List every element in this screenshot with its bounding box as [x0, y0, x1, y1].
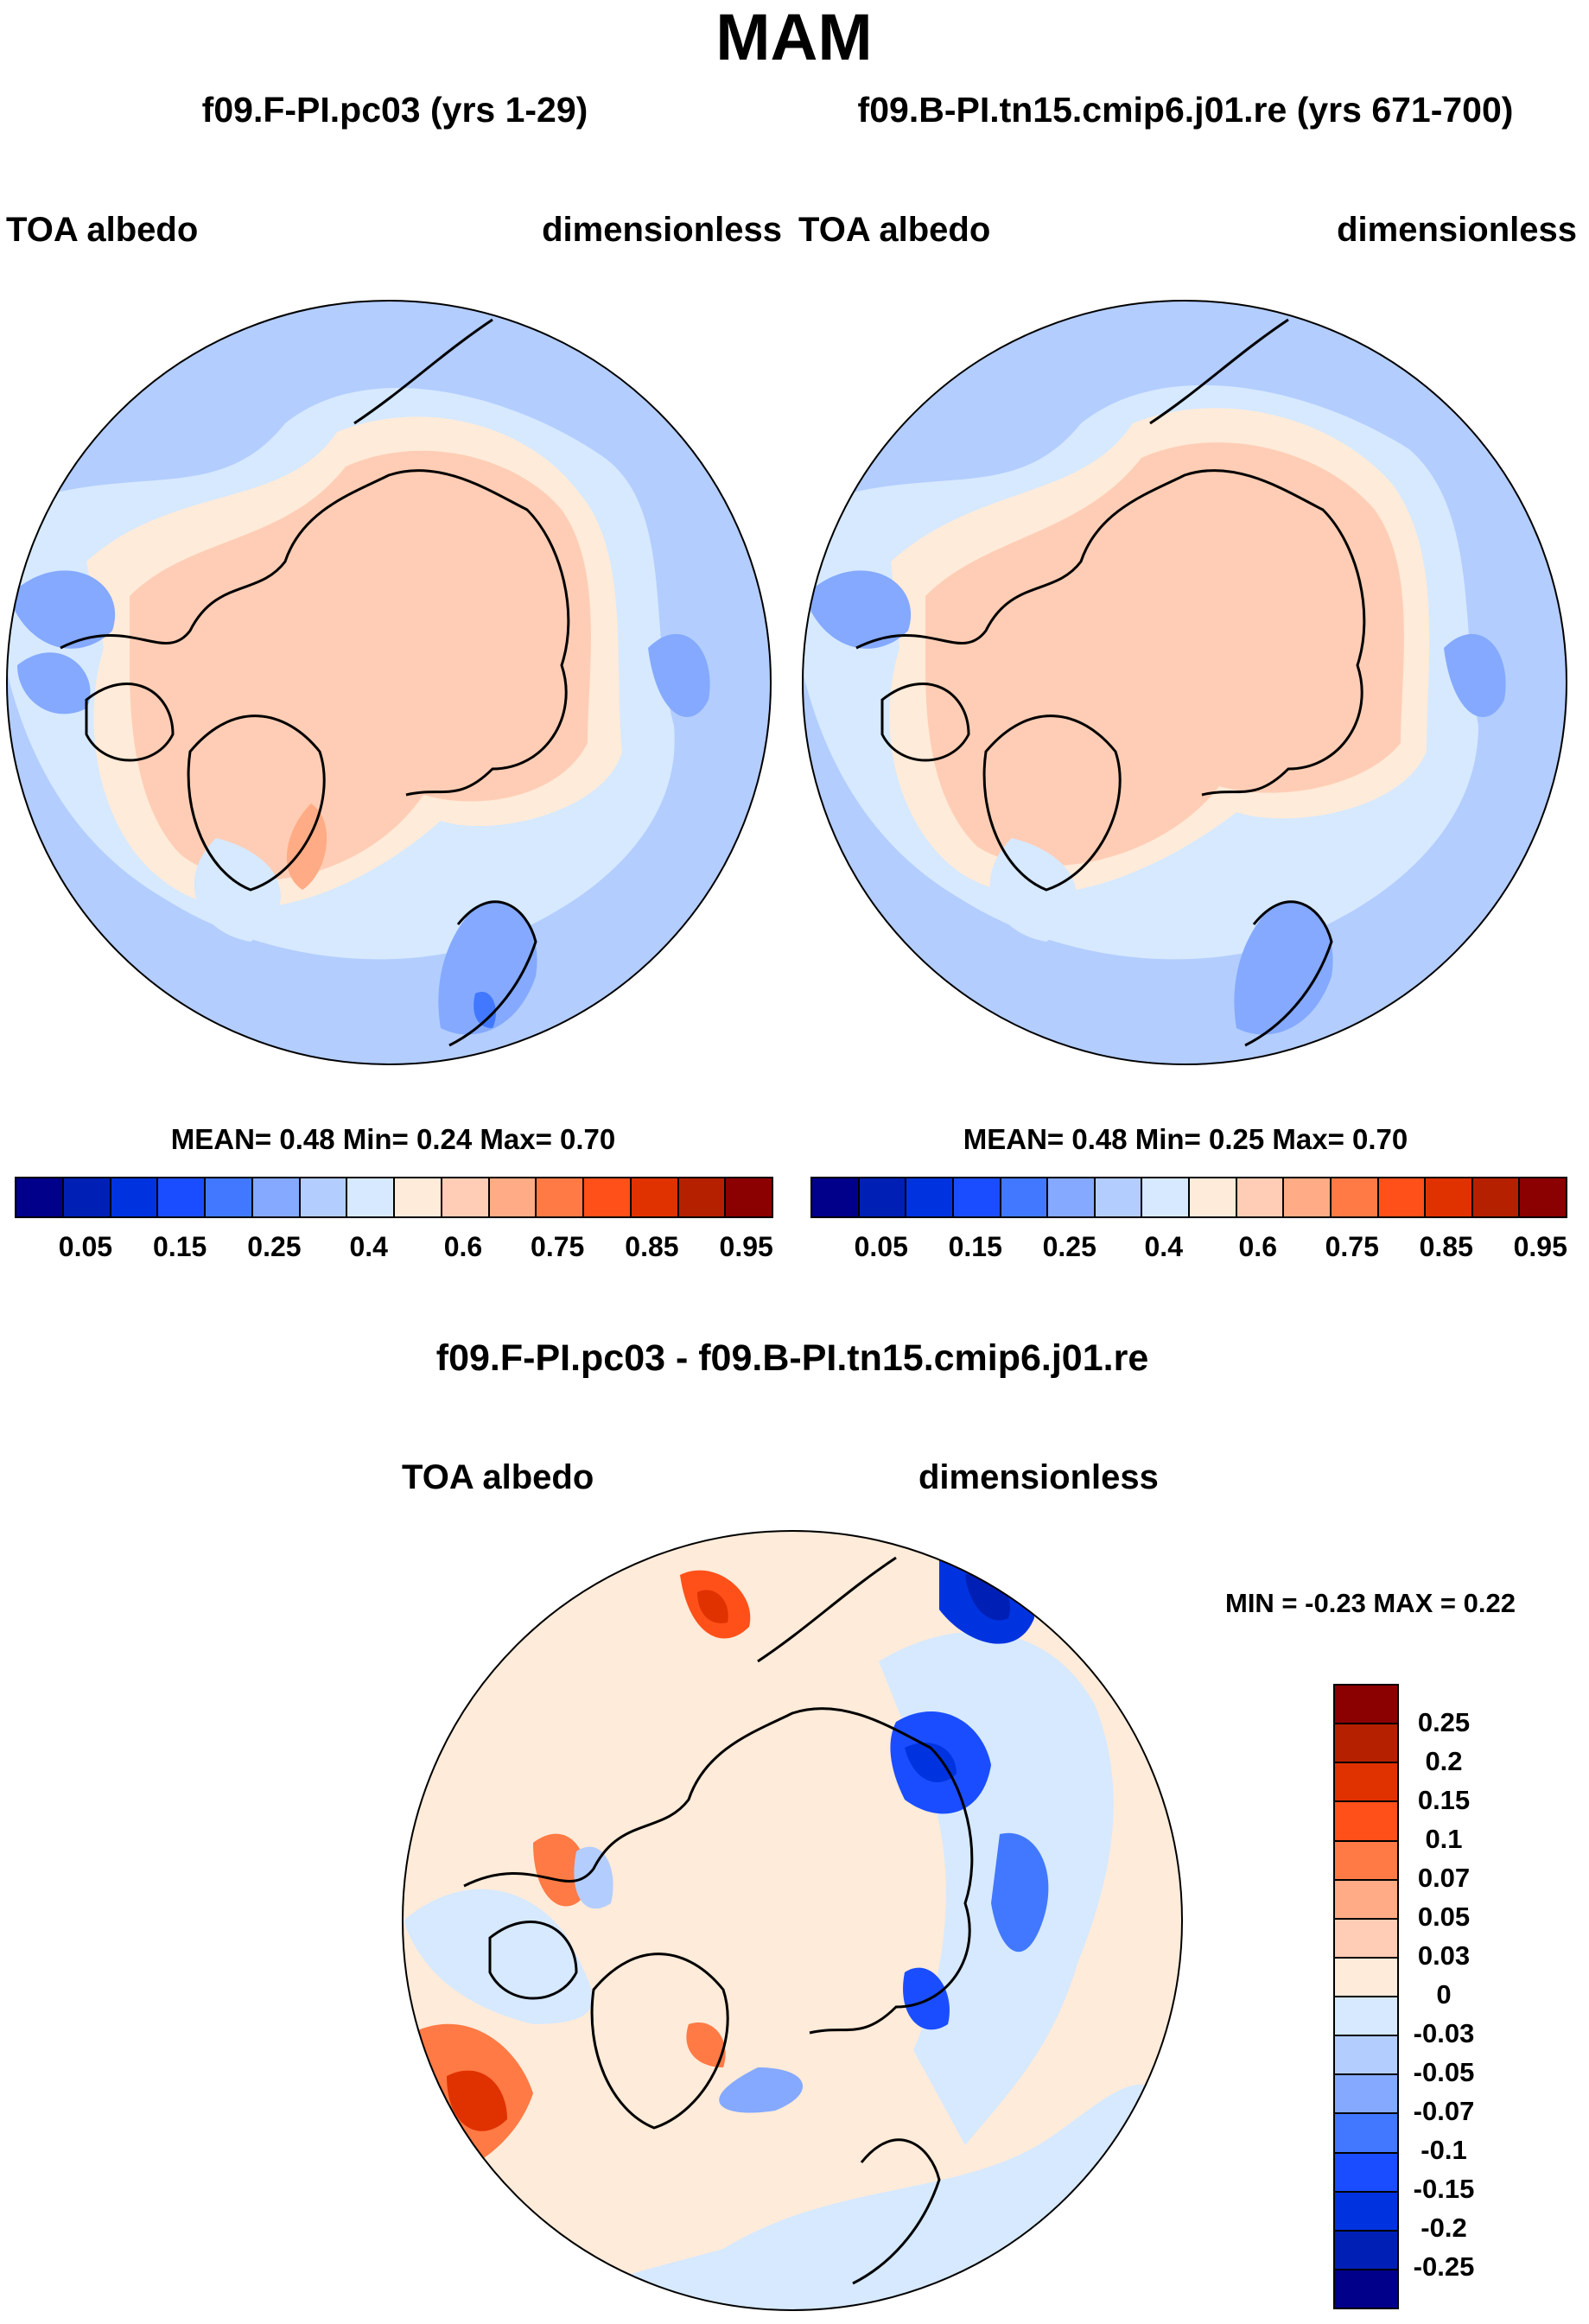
- colorbar-swatch: [584, 1178, 632, 1216]
- colorbar-swatch: [1335, 2270, 1397, 2308]
- colorbar-tick-label: -0.07: [1413, 2096, 1475, 2126]
- colorbar-swatch: [1335, 2036, 1397, 2076]
- colorbar-tick-label: 0.75: [1325, 1231, 1379, 1262]
- colorbar-swatch: [1335, 1724, 1397, 1764]
- panel-2-colorbar: [810, 1177, 1567, 1218]
- colorbar-tick-label: 0.6: [443, 1231, 483, 1262]
- panel-2-variable-label: TOA albedo: [798, 211, 991, 249]
- colorbar-swatch: [1284, 1178, 1332, 1216]
- colorbar-tick-label: 0.1: [1425, 1824, 1463, 1854]
- colorbar-swatch: [489, 1178, 537, 1216]
- colorbar-tick-label: 0.15: [1417, 1785, 1471, 1815]
- colorbar-swatch: [63, 1178, 111, 1216]
- colorbar-swatch: [812, 1178, 860, 1216]
- colorbar-tick-label: 0.2: [1425, 1746, 1463, 1776]
- map-panel-1: [6, 300, 772, 1065]
- colorbar-swatch: [1335, 1880, 1397, 1920]
- colorbar-tick-label: 0.05: [58, 1231, 113, 1262]
- colorbar-tick-label: 0.4: [1144, 1231, 1183, 1262]
- colorbar-tick-label: 0.85: [1419, 1231, 1473, 1262]
- colorbar-tick-label: 0.05: [854, 1231, 908, 1262]
- colorbar-swatch: [1335, 2231, 1397, 2270]
- colorbar-tick-label: -0.25: [1413, 2251, 1475, 2282]
- colorbar-swatch: [537, 1178, 584, 1216]
- colorbar-swatch: [953, 1178, 1001, 1216]
- panel-2-subtitle: f09.B-PI.tn15.cmip6.j01.re (yrs 671-700): [857, 90, 1514, 130]
- colorbar-tick-label: 0.4: [349, 1231, 388, 1262]
- colorbar-tick-label: 0.75: [531, 1231, 585, 1262]
- colorbar-swatch: [1335, 1686, 1397, 1725]
- colorbar-swatch: [1335, 2114, 1397, 2154]
- colorbar-tick-label: 0.15: [153, 1231, 207, 1262]
- colorbar-tick-label: 0.85: [625, 1231, 679, 1262]
- colorbar-swatch: [1331, 1178, 1379, 1216]
- colorbar-swatch: [252, 1178, 301, 1216]
- colorbar-swatch: [1472, 1178, 1521, 1216]
- colorbar-tick-label: 0.95: [1513, 1231, 1567, 1262]
- colorbar-swatch: [726, 1178, 772, 1216]
- colorbar-swatch: [16, 1178, 64, 1216]
- colorbar-swatch: [395, 1178, 442, 1216]
- colorbar-swatch: [906, 1178, 954, 1216]
- colorbar-swatch: [300, 1178, 348, 1216]
- colorbar-tick-label: 0.25: [247, 1231, 302, 1262]
- colorbar-tick-label: -0.2: [1421, 2213, 1467, 2243]
- panel-2-units-label: dimensionless: [1337, 211, 1577, 249]
- colorbar-swatch: [1142, 1178, 1190, 1216]
- colorbar-swatch: [1520, 1178, 1566, 1216]
- colorbar-tick-label: 0.25: [1417, 1707, 1471, 1737]
- panel-1-stats: MEAN= 0.48 Min= 0.24 Max= 0.70: [170, 1123, 616, 1155]
- difference-units-label: dimensionless: [918, 1458, 1159, 1496]
- colorbar-tick-label: 0.15: [948, 1231, 1002, 1262]
- colorbar-swatch: [1426, 1178, 1473, 1216]
- colorbar-swatch: [1335, 2075, 1397, 2115]
- colorbar-swatch: [1335, 1919, 1397, 1959]
- colorbar-tick-label: 0.05: [1417, 1902, 1471, 1932]
- colorbar-tick-label: -0.03: [1413, 2018, 1475, 2048]
- colorbar-swatch: [1335, 1763, 1397, 1803]
- colorbar-tick-label: -0.05: [1413, 2057, 1475, 2087]
- colorbar-swatch: [1335, 2192, 1397, 2232]
- difference-variable-label: TOA albedo: [402, 1458, 594, 1496]
- colorbar-swatch: [1236, 1178, 1285, 1216]
- colorbar-swatch: [1095, 1178, 1143, 1216]
- panel-1-units-label: dimensionless: [542, 211, 782, 249]
- colorbar-tick-label: 0.25: [1042, 1231, 1096, 1262]
- colorbar-tick-label: 0.6: [1238, 1231, 1277, 1262]
- colorbar-swatch: [206, 1178, 253, 1216]
- colorbar-swatch: [678, 1178, 727, 1216]
- map-panel-2: [802, 300, 1567, 1065]
- difference-map: [402, 1530, 1183, 2311]
- colorbar-swatch: [1048, 1178, 1096, 1216]
- colorbar-swatch: [1378, 1178, 1427, 1216]
- colorbar-swatch: [1335, 1997, 1397, 2037]
- colorbar-tick-label: 0.03: [1417, 1940, 1471, 1971]
- difference-min-max: MIN = -0.23 MAX = 0.22: [1225, 1588, 1516, 1618]
- colorbar-tick-label: -0.1: [1421, 2135, 1467, 2165]
- colorbar-swatch: [442, 1178, 490, 1216]
- figure-title: MAM: [715, 1, 873, 74]
- colorbar-swatch: [859, 1178, 907, 1216]
- colorbar-swatch: [111, 1178, 159, 1216]
- colorbar-swatch: [631, 1178, 679, 1216]
- difference-title: f09.F-PI.pc03 - f09.B-PI.tn15.cmip6.j01.…: [435, 1337, 1149, 1379]
- panel-1-colorbar: [15, 1177, 773, 1218]
- colorbar-tick-label: -0.15: [1413, 2174, 1475, 2204]
- colorbar-swatch: [347, 1178, 395, 1216]
- panel-2-stats: MEAN= 0.48 Min= 0.25 Max= 0.70: [963, 1123, 1408, 1155]
- panel-1-variable-label: TOA albedo: [6, 211, 199, 249]
- colorbar-tick-label: 0: [1436, 1979, 1452, 2010]
- colorbar-tick-label: 0.07: [1417, 1863, 1471, 1893]
- colorbar-swatch: [1335, 1841, 1397, 1881]
- colorbar-swatch: [1335, 2153, 1397, 2193]
- colorbar-swatch: [1335, 1802, 1397, 1842]
- colorbar-swatch: [1190, 1178, 1237, 1216]
- colorbar-swatch: [1335, 1958, 1397, 1997]
- colorbar-swatch: [1001, 1178, 1049, 1216]
- colorbar-swatch: [158, 1178, 206, 1216]
- colorbar-tick-label: 0.95: [719, 1231, 773, 1262]
- panel-1-subtitle: f09.F-PI.pc03 (yrs 1-29): [201, 90, 588, 130]
- difference-colorbar: [1333, 1684, 1399, 2309]
